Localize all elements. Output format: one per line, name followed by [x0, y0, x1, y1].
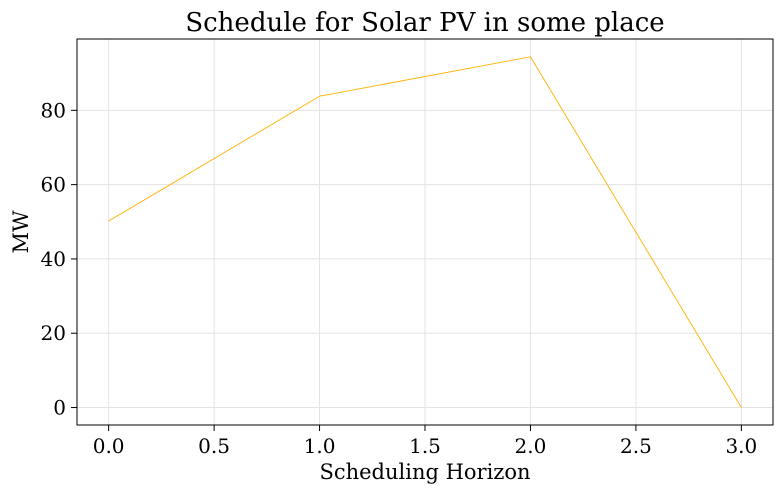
- x-tick-label: 1.0: [304, 434, 336, 458]
- y-tick-label: 20: [41, 321, 66, 345]
- x-axis-ticks: 0.0 0.5 1.0 1.5 2.0 2.5 3.0: [93, 425, 757, 458]
- x-tick-label: 3.0: [725, 434, 757, 458]
- x-tick-label: 1.5: [409, 434, 441, 458]
- y-tick-label: 0: [53, 396, 66, 420]
- x-tick-label: 2.0: [515, 434, 547, 458]
- y-tick-label: 80: [41, 98, 66, 122]
- y-axis-label: MW: [9, 210, 33, 254]
- y-tick-label: 60: [41, 173, 66, 197]
- y-tick-label: 40: [41, 247, 66, 271]
- series-layer: [108, 56, 742, 408]
- series-line: [108, 56, 742, 408]
- x-tick-label: 0.0: [93, 434, 125, 458]
- y-axis-ticks: 0 20 40 60 80: [41, 98, 77, 420]
- x-tick-label: 2.5: [620, 434, 652, 458]
- x-axis-label: Scheduling Horizon: [319, 460, 530, 484]
- chart-title: Schedule for Solar PV in some place: [185, 8, 664, 38]
- grid-layer: [77, 39, 773, 425]
- x-tick-label: 0.5: [198, 434, 230, 458]
